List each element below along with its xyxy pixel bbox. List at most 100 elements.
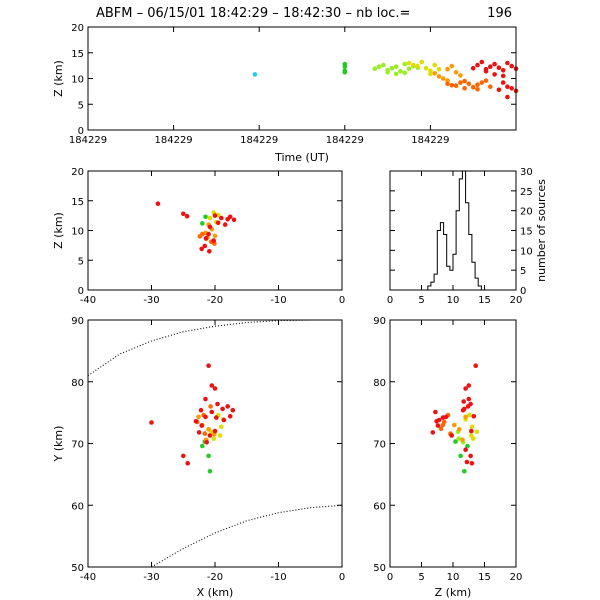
source-point [453, 439, 458, 444]
source-point [398, 69, 403, 74]
y-tick-label: 5 [78, 100, 84, 111]
source-point [458, 73, 463, 78]
source-point [466, 396, 472, 402]
panel-x-y: -40 -30 -20 -10 0 50 60 70 80 90 X (km) Y (km) [52, 316, 345, 599]
source-point [488, 64, 493, 69]
source-point [212, 233, 218, 239]
x-tick-label: 184229 [155, 135, 193, 146]
source-point [430, 430, 436, 435]
source-point [207, 224, 213, 230]
axes-frame [87, 26, 517, 131]
x-tick-label: 0 [387, 572, 393, 583]
axes-frame [389, 170, 517, 291]
source-point [149, 420, 154, 425]
source-point [402, 70, 408, 76]
source-point [406, 60, 412, 66]
y-axis-label: number of sources [535, 179, 548, 282]
source-point [460, 437, 465, 443]
x-tick-label: 10 [447, 572, 460, 583]
y-tick-label: 20 [71, 23, 84, 34]
x-tick-label: 184229 [69, 135, 107, 146]
source-point [509, 86, 514, 91]
histogram-bars [427, 170, 485, 291]
y-axis-label: Z (km) [52, 212, 65, 249]
source-point [453, 83, 459, 88]
source-point [460, 407, 466, 413]
y-tick-label: 10 [71, 75, 84, 86]
source-point [219, 424, 224, 430]
axes-frame [87, 170, 343, 291]
source-point [411, 62, 416, 68]
source-point [468, 453, 473, 459]
source-point [208, 404, 213, 409]
y-tick-label: 10 [71, 227, 84, 238]
x-tick-label: 184229 [240, 135, 278, 146]
source-point [376, 64, 382, 69]
source-point [381, 62, 386, 68]
x-tick-label: 5 [418, 295, 424, 306]
panel-x-z: -40 -30 -20 -10 0 0 5 10 15 20 Z (km) [52, 167, 345, 306]
source-point [432, 71, 438, 76]
source-point [500, 80, 506, 85]
source-point [206, 231, 211, 237]
x-tick-label: 0 [339, 295, 345, 306]
source-point [217, 433, 223, 438]
source-point [509, 63, 514, 69]
source-point [436, 74, 442, 79]
source-point [184, 213, 190, 219]
x-tick-label: 184229 [326, 135, 364, 146]
y-tick-label: 70 [373, 440, 386, 451]
y-axis-label: Z (km) [52, 60, 65, 97]
x-tick-label: 0 [339, 572, 345, 583]
source-point [453, 70, 459, 75]
x-tick-label: 5 [418, 572, 424, 583]
source-point [423, 65, 429, 71]
source-point [505, 84, 510, 89]
x-tick-label: -40 [80, 572, 96, 583]
x-tick-label: 15 [478, 295, 491, 306]
source-point [211, 436, 216, 441]
source-point [203, 214, 208, 220]
source-point [463, 386, 468, 391]
x-tick-label: -20 [207, 295, 223, 306]
source-point [475, 62, 480, 68]
source-point [415, 63, 420, 69]
source-point [206, 453, 211, 459]
source-point [212, 428, 218, 434]
source-point [207, 215, 213, 221]
y-tick-label: 80 [373, 378, 386, 389]
source-point [193, 419, 199, 424]
y-tick-label: 25 [520, 187, 533, 198]
source-point [219, 215, 224, 221]
source-point [196, 414, 201, 420]
source-point [435, 423, 441, 428]
source-point [406, 66, 412, 71]
source-point [456, 436, 462, 441]
source-point [227, 214, 233, 220]
source-point [479, 80, 485, 85]
source-point [432, 62, 438, 68]
y-tick-label: 5 [78, 256, 84, 267]
source-point [473, 363, 479, 369]
y-tick-label: 15 [71, 49, 84, 60]
source-point [445, 66, 450, 72]
y-tick-label: 50 [373, 563, 386, 574]
source-point [342, 70, 348, 75]
source-point [393, 64, 399, 69]
source-point [434, 419, 439, 424]
source-point [227, 414, 233, 419]
x-tick-label: 10 [447, 295, 460, 306]
source-point [342, 64, 348, 69]
y-tick-label: 5 [520, 266, 526, 277]
source-point [207, 469, 213, 474]
source-point [466, 383, 472, 388]
y-tick-label: 80 [71, 378, 84, 389]
y-tick-label: 60 [373, 501, 386, 512]
source-point [203, 396, 208, 402]
source-point [209, 383, 215, 388]
source-point [385, 70, 390, 75]
source-point [463, 414, 468, 420]
source-point [252, 72, 258, 77]
x-tick-label: 0 [387, 295, 393, 306]
source-point [221, 417, 227, 423]
